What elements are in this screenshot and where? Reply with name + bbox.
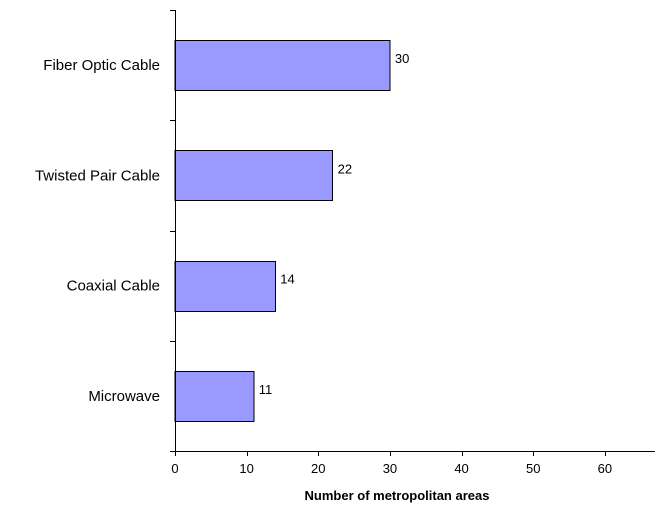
x-axis-tick-label: 20 [311, 461, 325, 476]
category-label: Fiber Optic Cable [43, 57, 160, 74]
data-labels: 30 22 14 11 [259, 51, 410, 397]
data-label: 11 [259, 382, 273, 397]
y-axis-ticks [170, 10, 175, 452]
plot-area: Fiber Optic Cable Twisted Pair Cable Coaxi… [35, 10, 655, 476]
category-label: Coaxial Cable [67, 278, 160, 295]
x-axis-tick-label: 0 [171, 461, 178, 476]
x-axis-tick-label: 30 [383, 461, 397, 476]
x-axis-tick-label: 40 [454, 461, 468, 476]
category-label: Microwave [88, 388, 160, 405]
bar [174, 371, 255, 422]
x-axis-tick-label: 50 [526, 461, 540, 476]
x-axis-ticks [175, 451, 606, 456]
bars [174, 40, 391, 422]
category-labels: Fiber Optic Cable Twisted Pair Cable Coaxi… [35, 57, 160, 405]
x-axis-tick-labels: 0 10 20 30 40 50 60 [171, 461, 612, 476]
x-axis-title: Number of metropolitan areas [305, 488, 490, 503]
data-label: 14 [280, 272, 294, 287]
bar [174, 150, 334, 201]
data-label: 22 [338, 161, 352, 176]
category-label: Twisted Pair Cable [35, 167, 160, 184]
bar [174, 261, 276, 312]
data-label: 30 [395, 51, 409, 66]
x-axis-tick-label: 10 [239, 461, 253, 476]
bar [174, 40, 391, 91]
x-axis-tick-label: 60 [598, 461, 612, 476]
